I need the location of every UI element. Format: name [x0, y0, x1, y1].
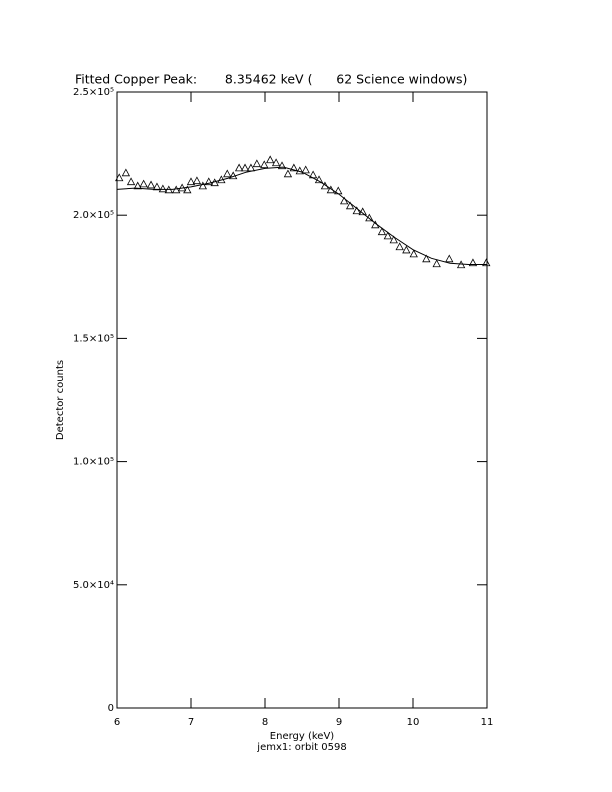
data-point — [468, 258, 478, 267]
data-point — [260, 160, 269, 169]
data-point — [217, 175, 226, 184]
x-tick-label: 11 — [481, 717, 494, 728]
data-point — [177, 183, 187, 192]
data-point — [358, 207, 367, 216]
data-point — [271, 158, 281, 167]
data-point — [192, 176, 202, 185]
data-point — [183, 185, 192, 194]
data-point — [409, 249, 418, 258]
data-point — [139, 179, 148, 188]
data-point — [186, 177, 196, 186]
data-point — [295, 166, 304, 175]
data-point — [456, 260, 466, 269]
data-point — [432, 259, 441, 268]
data-point — [126, 177, 136, 186]
data-point — [352, 206, 361, 215]
data-point — [340, 196, 349, 205]
data-point — [402, 245, 411, 254]
data-point — [395, 242, 404, 251]
data-point — [121, 168, 131, 177]
x-tick-label: 6 — [114, 717, 120, 728]
data-point — [158, 184, 168, 193]
data-point — [383, 231, 393, 240]
data-point — [377, 227, 387, 236]
data-point — [422, 254, 431, 263]
data-point — [204, 177, 213, 186]
y-tick-label: 1.0×10⁵ — [73, 457, 114, 468]
x-tick-label: 8 — [262, 717, 268, 728]
data-point — [445, 254, 454, 263]
x-tick-label: 9 — [336, 717, 342, 728]
data-point — [289, 163, 299, 172]
data-point — [152, 182, 162, 191]
y-tick-label: 5.0×10⁴ — [73, 580, 114, 591]
data-point — [210, 178, 219, 187]
data-point — [326, 185, 336, 194]
data-point — [283, 169, 293, 178]
x-tick-label: 10 — [407, 717, 420, 728]
data-point — [146, 180, 156, 189]
data-point — [371, 220, 380, 229]
data-point — [234, 163, 244, 172]
data-point — [266, 155, 275, 164]
data-point — [482, 258, 491, 267]
y-axis-label: Detector counts — [55, 360, 66, 440]
data-point — [277, 161, 287, 170]
y-tick-label: 2.5×10⁵ — [73, 87, 114, 98]
data-point — [240, 163, 250, 172]
subtitle: jemx1: orbit 0598 — [256, 742, 346, 753]
y-tick-label: 1.5×10⁵ — [73, 333, 114, 344]
data-point — [133, 181, 142, 190]
data-point — [308, 170, 318, 179]
chart-title: Fitted Copper Peak: 8.35462 keV ( 62 Sci… — [75, 72, 467, 87]
data-point — [229, 171, 238, 180]
y-tick-label: 2.0×10⁵ — [73, 210, 114, 221]
x-axis-label: Energy (keV) — [270, 731, 335, 742]
data-point — [301, 165, 310, 174]
fit-line — [116, 166, 487, 265]
data-point — [223, 169, 232, 178]
y-tick-label: 0 — [108, 703, 114, 714]
data-point — [252, 159, 262, 168]
data-point — [334, 186, 343, 195]
data-point — [345, 201, 355, 210]
data-point — [314, 175, 324, 184]
data-point — [389, 235, 398, 244]
data-point — [115, 173, 124, 182]
data-point — [246, 163, 256, 172]
data-point — [198, 181, 208, 190]
data-point — [320, 181, 330, 190]
data-point — [172, 185, 181, 194]
plot-frame — [116, 91, 488, 709]
x-tick-label: 7 — [188, 717, 194, 728]
data-point — [164, 185, 173, 194]
data-point — [365, 213, 374, 222]
